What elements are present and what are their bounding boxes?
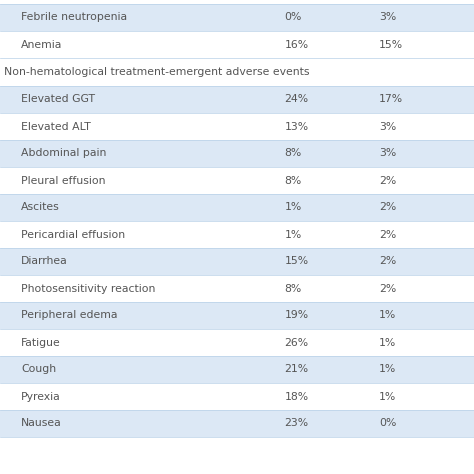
Text: 2%: 2% <box>379 202 396 212</box>
Text: Pericardial effusion: Pericardial effusion <box>21 229 126 239</box>
Text: Photosensitivity reaction: Photosensitivity reaction <box>21 283 155 293</box>
Text: 13%: 13% <box>284 121 309 131</box>
Text: Ascites: Ascites <box>21 202 60 212</box>
Bar <box>0 86 474 113</box>
Text: 15%: 15% <box>379 39 403 49</box>
Text: Elevated ALT: Elevated ALT <box>21 121 91 131</box>
Bar <box>0 140 474 167</box>
Text: 0%: 0% <box>379 419 397 428</box>
Bar <box>0 58 474 86</box>
Bar <box>0 302 474 329</box>
Text: 1%: 1% <box>379 392 396 401</box>
Text: 24%: 24% <box>284 94 309 104</box>
Text: 8%: 8% <box>284 148 301 158</box>
Text: Anemia: Anemia <box>21 39 63 49</box>
Bar <box>0 329 474 356</box>
Text: Febrile neutropenia: Febrile neutropenia <box>21 12 128 22</box>
Text: 1%: 1% <box>284 229 301 239</box>
Text: 3%: 3% <box>379 121 396 131</box>
Text: 18%: 18% <box>284 392 309 401</box>
Text: Fatigue: Fatigue <box>21 337 61 347</box>
Text: 17%: 17% <box>379 94 403 104</box>
Bar <box>0 221 474 248</box>
Text: 1%: 1% <box>379 365 396 374</box>
Text: 23%: 23% <box>284 419 309 428</box>
Text: 2%: 2% <box>379 229 396 239</box>
Text: Nausea: Nausea <box>21 419 62 428</box>
Bar <box>0 410 474 437</box>
Bar <box>0 113 474 140</box>
Text: Non-hematological treatment-emergent adverse events: Non-hematological treatment-emergent adv… <box>4 67 310 77</box>
Text: 2%: 2% <box>379 283 396 293</box>
Text: 1%: 1% <box>284 202 301 212</box>
Bar <box>0 383 474 410</box>
Bar <box>0 275 474 302</box>
Text: 21%: 21% <box>284 365 309 374</box>
Text: 19%: 19% <box>284 310 309 320</box>
Bar <box>0 4 474 31</box>
Text: 8%: 8% <box>284 175 301 185</box>
Text: 26%: 26% <box>284 337 309 347</box>
Text: 3%: 3% <box>379 148 396 158</box>
Text: Pleural effusion: Pleural effusion <box>21 175 106 185</box>
Text: Cough: Cough <box>21 365 56 374</box>
Bar <box>0 31 474 58</box>
Text: 1%: 1% <box>379 310 396 320</box>
Text: 2%: 2% <box>379 175 396 185</box>
Text: 3%: 3% <box>379 12 396 22</box>
Text: Diarrhea: Diarrhea <box>21 256 68 266</box>
Text: Pyrexia: Pyrexia <box>21 392 61 401</box>
Bar <box>0 356 474 383</box>
Bar <box>0 194 474 221</box>
Bar <box>0 248 474 275</box>
Text: 1%: 1% <box>379 337 396 347</box>
Bar <box>0 167 474 194</box>
Text: Peripheral edema: Peripheral edema <box>21 310 118 320</box>
Text: Elevated GGT: Elevated GGT <box>21 94 95 104</box>
Text: 16%: 16% <box>284 39 309 49</box>
Text: 15%: 15% <box>284 256 309 266</box>
Text: 2%: 2% <box>379 256 396 266</box>
Text: 0%: 0% <box>284 12 302 22</box>
Text: Abdominal pain: Abdominal pain <box>21 148 107 158</box>
Text: 8%: 8% <box>284 283 301 293</box>
